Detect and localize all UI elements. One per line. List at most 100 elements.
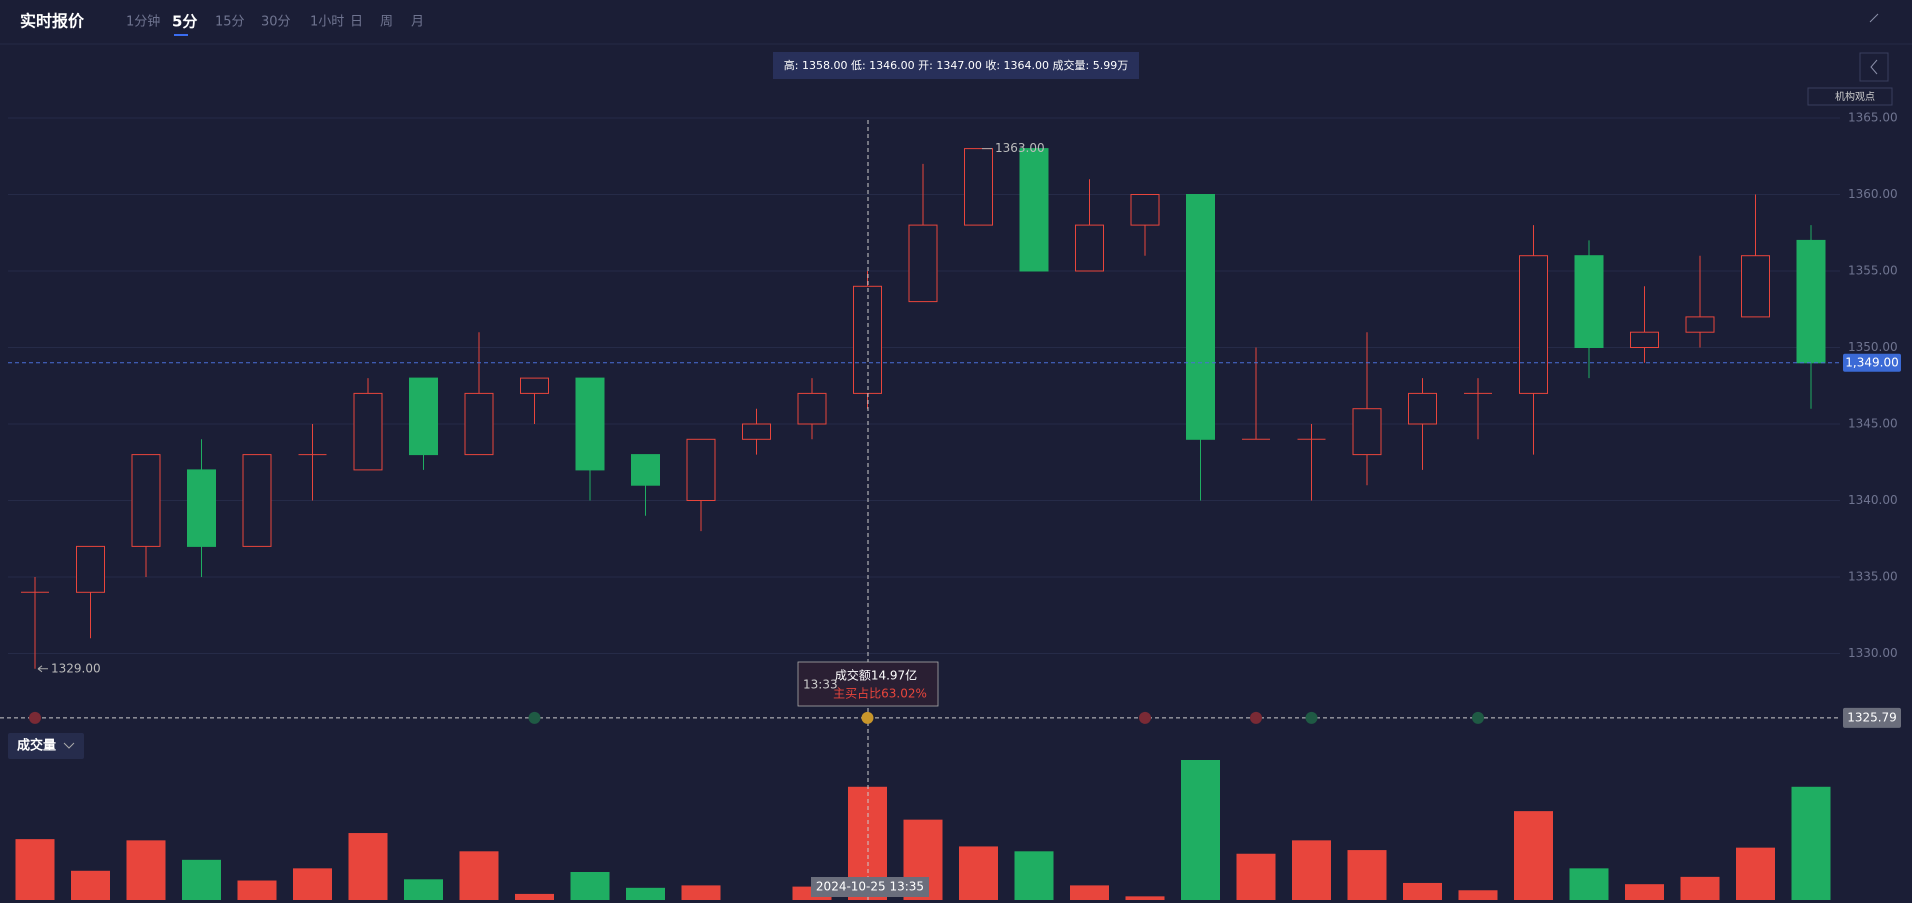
- tooltip-time: 13:33: [803, 678, 838, 692]
- body: [187, 469, 216, 547]
- body: [520, 377, 549, 394]
- volume-bar: [1347, 850, 1387, 900]
- body: [409, 377, 438, 456]
- y-tick-label: 1330.00: [1848, 646, 1898, 660]
- body: [964, 148, 993, 226]
- volume-bar: [182, 859, 221, 900]
- body: [1741, 255, 1770, 318]
- y-tick-label: 1365.00: [1848, 111, 1898, 125]
- tab[interactable]: 日: [350, 15, 363, 30]
- volume-bar: [15, 839, 55, 900]
- body: [1519, 255, 1548, 394]
- tab[interactable]: 1小时: [310, 15, 344, 30]
- body: [1186, 194, 1215, 440]
- tab[interactable]: 5分: [172, 13, 197, 31]
- crosshair-price: 1325.79: [1847, 710, 1897, 724]
- crosshair-price-box: [1843, 707, 1901, 728]
- tab[interactable]: 1分钟: [126, 14, 160, 30]
- volume-bar: [681, 885, 721, 900]
- volume-bar: [1125, 896, 1165, 900]
- body: [742, 423, 771, 440]
- volume-bar: [348, 833, 388, 900]
- volume-bar: [126, 840, 166, 900]
- volume-bar: [1181, 760, 1220, 900]
- body: [1130, 194, 1160, 226]
- last-price-label: 1,349.00: [1845, 355, 1898, 369]
- y-tick-label: 1335.00: [1848, 570, 1898, 584]
- event-marker[interactable]: [528, 711, 541, 724]
- body: [131, 454, 161, 547]
- min-label: 1329.00: [51, 661, 101, 675]
- volume-bar: [570, 872, 610, 900]
- volume-bar: [1791, 786, 1831, 900]
- volume-label: 成交量: [17, 738, 56, 754]
- volume-bar: [1458, 890, 1498, 900]
- crosshair-time: 2024-10-25 13:35: [816, 880, 924, 894]
- event-marker[interactable]: [1305, 711, 1318, 724]
- event-marker[interactable]: [29, 711, 41, 724]
- tooltip-box: [797, 661, 939, 707]
- event-marker[interactable]: [1472, 711, 1484, 724]
- shrink-icon[interactable]: [1869, 13, 1879, 23]
- body: [686, 438, 716, 501]
- crosshair-time-box: [811, 877, 929, 897]
- info-bar: [773, 52, 1139, 79]
- body: [631, 454, 660, 486]
- body: [1075, 224, 1104, 272]
- y-tick-label: 1345.00: [1848, 417, 1898, 431]
- volume-selector[interactable]: [8, 733, 84, 759]
- last-price-box: [1843, 353, 1901, 372]
- title: 实时报价: [20, 12, 85, 31]
- event-marker[interactable]: [1139, 711, 1151, 724]
- collapse-button[interactable]: [1859, 52, 1889, 82]
- body: [1685, 316, 1715, 333]
- volume-bar: [626, 887, 665, 900]
- volume-bar: [459, 851, 499, 900]
- body: [464, 392, 494, 456]
- volume-bar: [1403, 882, 1442, 900]
- volume-bar: [515, 893, 554, 900]
- body: [242, 454, 272, 547]
- collapse-icon: [1870, 59, 1878, 75]
- volume-bar: [1569, 868, 1609, 900]
- body: [353, 392, 383, 471]
- body: [797, 392, 827, 425]
- view-button[interactable]: [1807, 87, 1893, 106]
- volume-bar: [1292, 840, 1331, 900]
- tab[interactable]: 15分: [215, 15, 245, 30]
- tooltip-ratio: 主买占比63.02%: [833, 686, 927, 701]
- volume-bar: [71, 870, 110, 900]
- body: [1796, 239, 1826, 364]
- volume-bar: [293, 868, 332, 900]
- volume-bar: [1236, 853, 1276, 900]
- body: [1408, 392, 1437, 425]
- min-pointer: [37, 665, 48, 673]
- volume-bar: [1014, 851, 1054, 900]
- view-button-text: 机构观点: [1835, 90, 1875, 103]
- volume-bar: [959, 846, 998, 900]
- tab[interactable]: 月: [411, 15, 424, 30]
- y-tick-label: 1350.00: [1848, 340, 1898, 354]
- tab[interactable]: 周: [380, 15, 393, 30]
- body: [1574, 255, 1604, 348]
- volume-bar: [1070, 885, 1109, 900]
- volume-bar: [1625, 884, 1664, 900]
- volume-bar: [1736, 847, 1775, 900]
- tab[interactable]: 30分: [261, 15, 291, 30]
- y-tick-label: 1340.00: [1848, 493, 1898, 507]
- volume-bar: [404, 879, 443, 900]
- dropdown-icon: [63, 742, 75, 749]
- event-marker[interactable]: [861, 711, 874, 724]
- body: [1352, 408, 1382, 456]
- body: [908, 224, 938, 303]
- volume-bar: [237, 880, 277, 900]
- volume-bar: [1680, 876, 1720, 900]
- volume-bar: [1514, 811, 1553, 900]
- body: [1630, 331, 1659, 349]
- tooltip-amount: 成交额14.97亿: [835, 668, 917, 683]
- event-marker[interactable]: [1250, 711, 1262, 724]
- max-label: 1363.00: [995, 141, 1045, 155]
